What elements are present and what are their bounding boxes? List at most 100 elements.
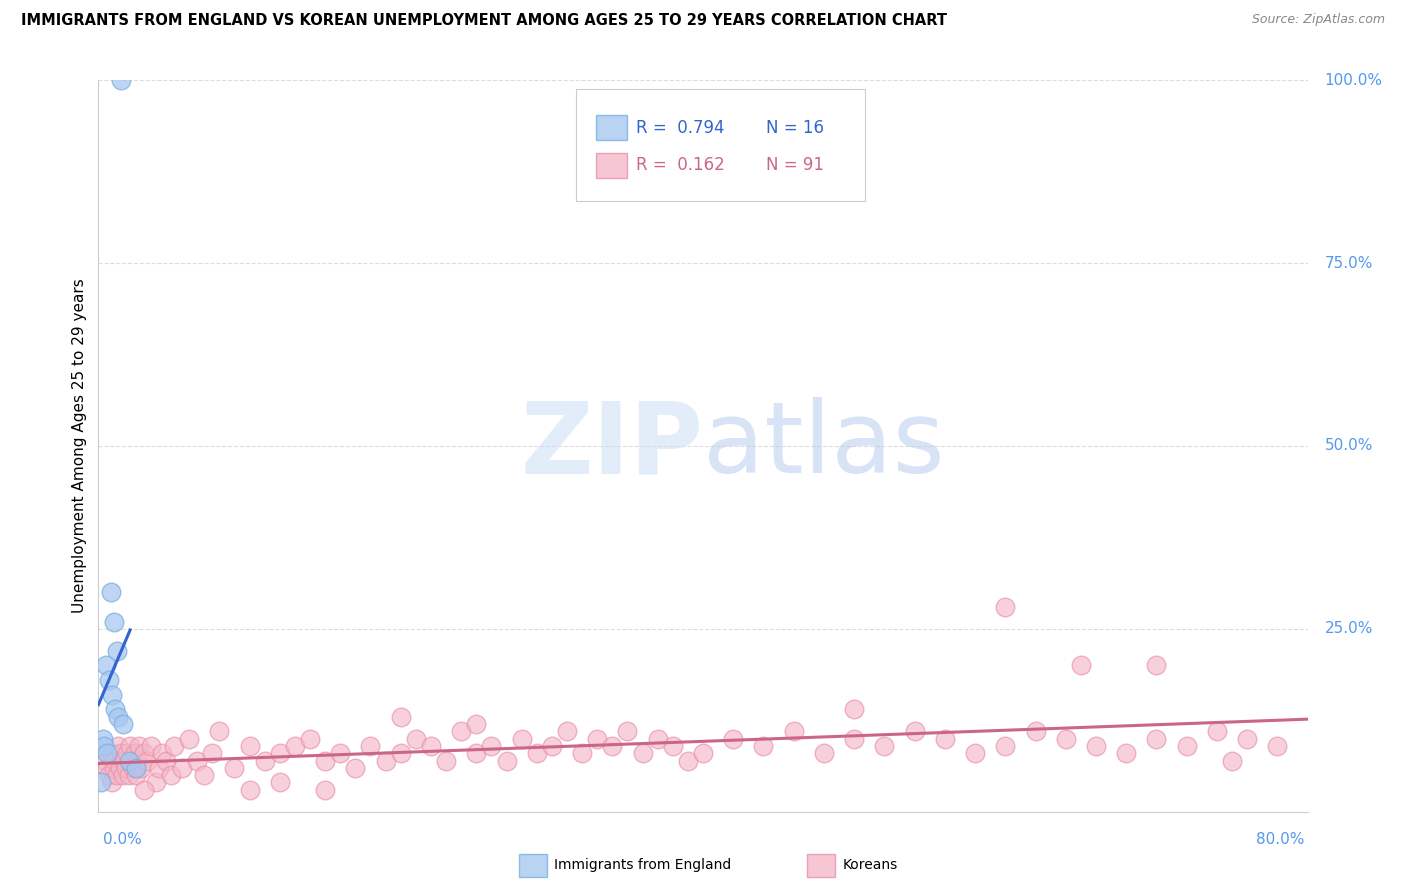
Point xyxy=(1236,731,1258,746)
Point xyxy=(104,754,127,768)
Point xyxy=(107,709,129,723)
Point xyxy=(284,739,307,753)
Text: R =  0.162: R = 0.162 xyxy=(636,156,724,174)
Point xyxy=(676,754,699,768)
Point xyxy=(111,717,134,731)
Point xyxy=(299,731,322,746)
Point xyxy=(465,746,488,760)
Point xyxy=(129,761,152,775)
Point xyxy=(540,739,562,753)
Point xyxy=(100,746,122,760)
Point xyxy=(122,761,145,775)
Point xyxy=(170,761,193,775)
Point xyxy=(450,724,472,739)
Point xyxy=(112,754,135,768)
Point xyxy=(115,746,138,760)
Point xyxy=(208,724,231,739)
Point xyxy=(141,739,163,753)
Text: R =  0.794: R = 0.794 xyxy=(636,119,724,136)
Point xyxy=(253,754,276,768)
Point xyxy=(405,731,427,746)
Point xyxy=(721,731,744,746)
Point xyxy=(360,739,382,753)
Text: 25.0%: 25.0% xyxy=(1324,622,1372,636)
Point xyxy=(314,782,336,797)
Point xyxy=(481,739,503,753)
Point xyxy=(661,739,683,753)
Point xyxy=(94,754,117,768)
Point xyxy=(631,746,654,760)
Point xyxy=(782,724,804,739)
Point xyxy=(111,768,134,782)
Point xyxy=(844,702,866,716)
Text: 75.0%: 75.0% xyxy=(1324,256,1372,270)
Point xyxy=(108,761,131,775)
Point xyxy=(201,746,224,760)
Point xyxy=(419,739,441,753)
Point xyxy=(555,724,578,739)
Point xyxy=(602,739,624,753)
Point xyxy=(647,731,669,746)
Point xyxy=(1206,724,1229,739)
Text: 100.0%: 100.0% xyxy=(1324,73,1382,87)
Point xyxy=(155,754,177,768)
Point xyxy=(465,717,488,731)
Point xyxy=(125,761,148,775)
Point xyxy=(1144,731,1167,746)
Point xyxy=(110,73,132,87)
Point xyxy=(114,761,136,775)
Point xyxy=(125,768,148,782)
Point xyxy=(94,658,117,673)
Y-axis label: Unemployment Among Ages 25 to 29 years: Unemployment Among Ages 25 to 29 years xyxy=(72,278,87,614)
Point xyxy=(110,746,132,760)
Text: Source: ZipAtlas.com: Source: ZipAtlas.com xyxy=(1251,13,1385,27)
Text: 0.0%: 0.0% xyxy=(103,832,142,847)
Point xyxy=(150,746,173,760)
Point xyxy=(934,731,956,746)
Point xyxy=(1085,739,1108,753)
Point xyxy=(994,599,1017,614)
Point xyxy=(994,739,1017,753)
Point xyxy=(132,782,155,797)
Point xyxy=(100,585,122,599)
Point xyxy=(163,739,186,753)
Point xyxy=(1144,658,1167,673)
Point xyxy=(586,731,609,746)
Point xyxy=(101,775,124,789)
Point xyxy=(118,754,141,768)
Point xyxy=(965,746,987,760)
Point xyxy=(571,746,593,760)
Point xyxy=(121,754,143,768)
Point xyxy=(120,739,142,753)
Point xyxy=(145,775,167,789)
Text: IMMIGRANTS FROM ENGLAND VS KOREAN UNEMPLOYMENT AMONG AGES 25 TO 29 YEARS CORRELA: IMMIGRANTS FROM ENGLAND VS KOREAN UNEMPL… xyxy=(21,13,948,29)
Point xyxy=(148,761,170,775)
Point xyxy=(844,731,866,746)
Point xyxy=(1265,739,1288,753)
Point xyxy=(526,746,548,760)
Text: N = 16: N = 16 xyxy=(766,119,824,136)
Point xyxy=(128,739,150,753)
Point xyxy=(616,724,638,739)
Point xyxy=(314,754,336,768)
Point xyxy=(389,709,412,723)
Point xyxy=(104,702,127,716)
Point xyxy=(96,746,118,760)
Point xyxy=(98,768,121,782)
Text: 50.0%: 50.0% xyxy=(1324,439,1372,453)
Point xyxy=(103,761,125,775)
Point xyxy=(374,754,396,768)
Point xyxy=(495,754,517,768)
Point xyxy=(1220,754,1243,768)
Point xyxy=(177,731,201,746)
Point xyxy=(269,746,291,760)
Point xyxy=(904,724,927,739)
Point xyxy=(389,746,412,760)
Point xyxy=(752,739,775,753)
Point xyxy=(344,761,367,775)
Point xyxy=(91,731,114,746)
Point xyxy=(118,768,141,782)
Point xyxy=(193,768,215,782)
Point xyxy=(96,761,118,775)
Point xyxy=(186,754,208,768)
